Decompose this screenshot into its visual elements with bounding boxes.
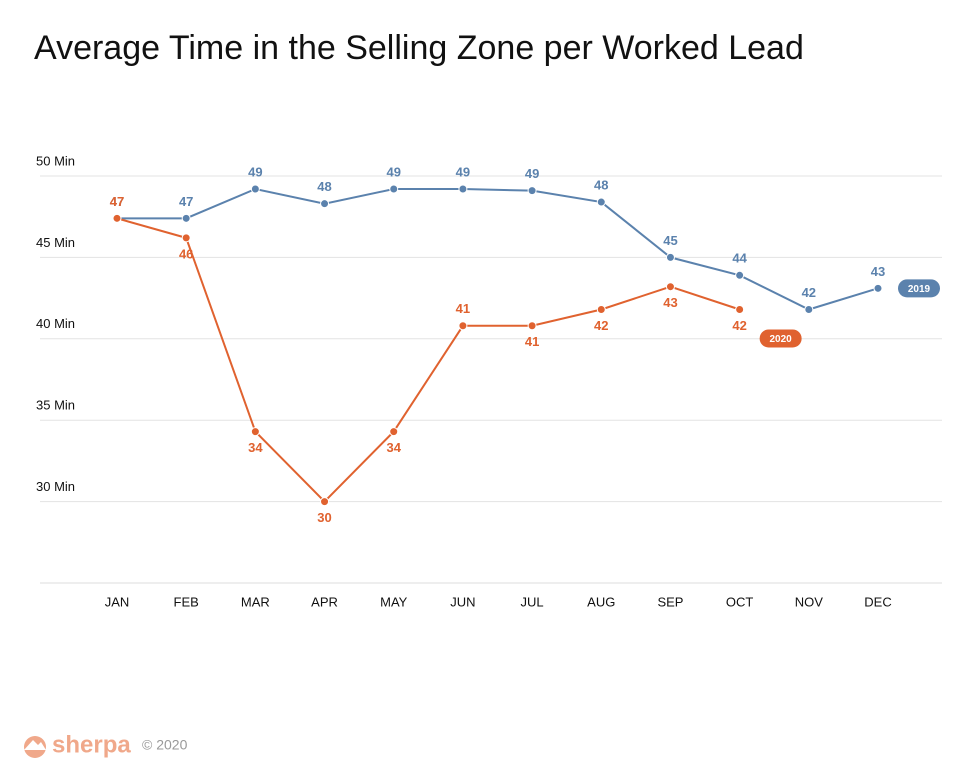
x-tick-label: AUG [587,594,615,609]
series-line [116,217,740,504]
data-label: 47 [110,194,124,209]
point [804,304,814,314]
data-label: 42 [802,285,816,300]
y-tick-label: 45 Min [36,235,75,250]
point [389,184,399,194]
x-tick-label: FEB [174,594,199,609]
brand: sherpa [52,731,131,758]
data-label: 43 [871,264,885,279]
point [596,197,606,207]
point [665,252,675,262]
legend-label: 2019 [908,284,931,295]
point [873,283,883,293]
data-label: 41 [525,334,539,349]
y-tick-label: 50 Min [36,153,75,168]
data-label: 47 [179,194,193,209]
x-tick-label: JUL [521,594,544,609]
data-label: 34 [386,440,401,455]
point [112,213,122,223]
point [250,427,260,437]
data-label: 43 [663,295,677,310]
x-tick-label: OCT [726,594,754,609]
chart-title: Average Time in the Selling Zone per Wor… [34,29,804,67]
x-tick-label: NOV [795,594,824,609]
point [735,270,745,280]
data-label: 49 [386,164,400,179]
series-line [117,187,879,311]
data-label: 49 [456,164,470,179]
legend-badge [759,329,802,348]
y-tick-label: 30 Min [36,479,75,494]
data-label: 48 [317,179,331,194]
data-label: 30 [317,510,331,525]
x-tick-label: SEP [657,594,683,609]
legend-badge [898,279,940,298]
data-label: 49 [525,166,539,181]
point [181,213,191,223]
legend-label: 2020 [770,334,793,345]
point [735,304,745,314]
data-label: 42 [732,318,746,333]
logo [24,736,46,758]
data-label: 49 [248,164,262,179]
data-label: 44 [732,251,747,266]
data-label: 42 [594,318,608,333]
x-tick-label: MAY [380,594,408,609]
point [181,233,191,243]
copyright: © 2020 [142,737,188,753]
data-label: 47 [110,194,124,209]
data-label: 45 [663,233,677,248]
data-label: 48 [594,177,608,192]
point [458,321,468,331]
x-tick-label: APR [311,594,338,609]
point [665,282,675,292]
point [527,186,537,196]
point [527,321,537,331]
point [596,304,606,314]
x-tick-label: DEC [864,594,891,609]
x-tick-label: JUN [450,594,475,609]
x-tick-label: JAN [105,594,130,609]
point [320,199,330,209]
point [320,497,330,507]
y-tick-label: 40 Min [36,316,75,331]
y-tick-label: 35 Min [36,398,75,413]
x-tick-label: MAR [241,594,270,609]
data-label: 34 [248,440,263,455]
data-label: 41 [456,301,470,316]
point [389,427,399,437]
point [250,184,260,194]
data-label: 46 [179,246,193,261]
point [458,184,468,194]
